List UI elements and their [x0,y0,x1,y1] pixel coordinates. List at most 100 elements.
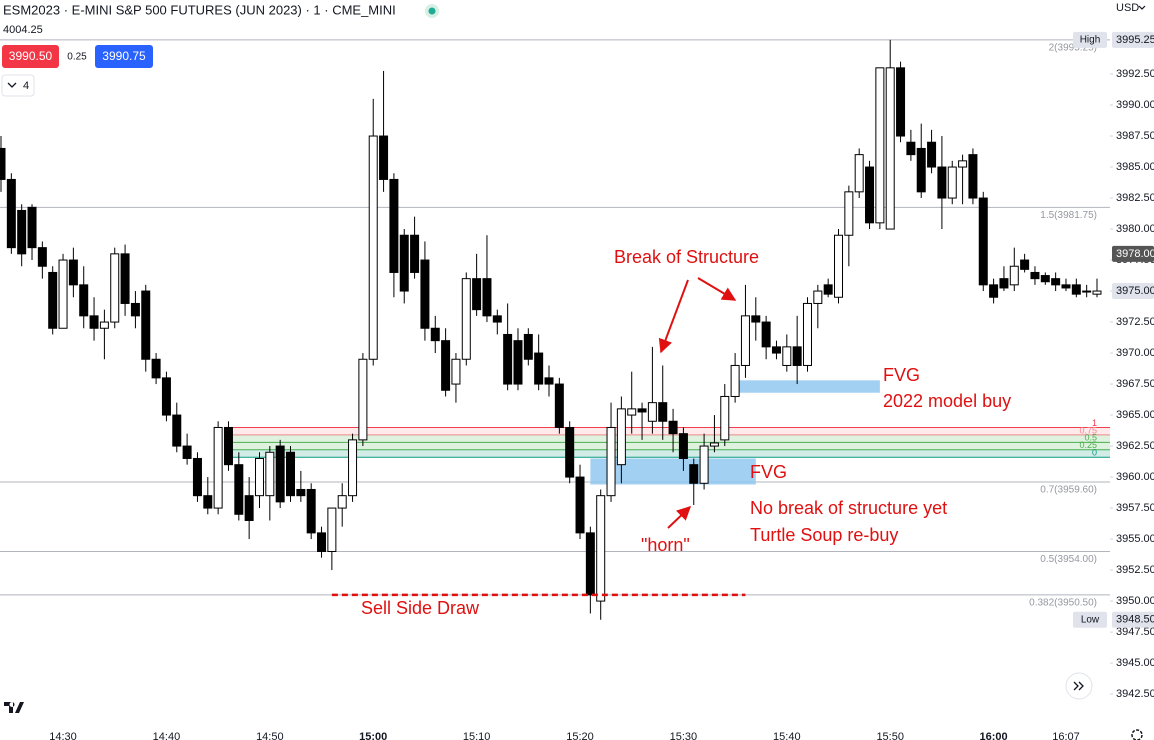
status-dot [428,7,436,15]
scroll-icon [1073,681,1084,691]
candle-body [689,464,699,484]
candle-body [740,315,750,366]
scroll-button[interactable] [1065,672,1093,700]
x-tick-label: 14:40 [153,731,181,740]
candle-body [161,377,171,416]
y-tick-label: 3965.00 [1116,409,1154,421]
annotation: "horn" [641,535,690,555]
sell-button[interactable] [2,45,59,68]
candle-body [523,333,533,360]
fib-band [228,442,1111,450]
candle-body [79,284,89,317]
candle-body [678,433,688,459]
y-tick-label: 3952.50 [1116,564,1154,576]
candle-body [68,259,78,286]
price-badge-label: 3948.50 [1116,614,1154,626]
candle-body [761,321,771,348]
candle-body [916,147,926,193]
y-tick-label: 3987.50 [1116,130,1154,142]
level-label: 0.7(3959.60) [1040,485,1097,496]
candle-body [771,346,781,354]
fib-label: 0.25 [1079,440,1097,450]
fvg-zone [735,380,880,393]
y-tick-label: 3962.50 [1116,440,1154,452]
candle-body [658,402,668,422]
candle-body [58,259,68,329]
annotation: 2022 model buy [883,391,1011,411]
candle-body [637,408,647,413]
currency[interactable]: USD [1116,2,1139,14]
candle-body [730,364,740,397]
candle-body [647,402,657,422]
tradingview-logo[interactable] [4,702,24,713]
candle-body [565,426,575,478]
y-tick-label: 3950.00 [1116,595,1154,607]
candle-body [203,495,213,509]
y-tick-label: 3945.00 [1116,657,1154,669]
candle-body [306,488,316,534]
x-tick-label: 14:30 [49,731,77,740]
candle-body [616,408,626,466]
candle-body [606,426,616,497]
candle-body [513,340,523,385]
level-label: 0.5(3954.00) [1040,554,1097,565]
candle-body [699,445,709,484]
y-tick-label: 3947.50 [1116,626,1154,638]
candle-body [99,321,109,329]
candle-body [317,532,327,552]
candle-body [885,67,895,230]
y-tick-label: 3970.00 [1116,347,1154,359]
fib-band [228,434,1111,443]
arrow [667,506,692,529]
indicators-toggle[interactable] [1,74,35,97]
candle-body [461,278,471,360]
candle-body [937,166,947,199]
buy-button[interactable] [95,45,153,68]
y-tick-label: 3985.00 [1116,161,1154,173]
candle-body [0,147,6,180]
candle-body [978,197,988,286]
y-tick-label: 3955.00 [1116,533,1154,545]
annotation: FVG [750,462,787,482]
candle-body [420,259,430,329]
candle-body [1092,290,1102,295]
annotation: Break of Structure [614,247,759,267]
sell-price[interactable]: 3990.50 [9,49,53,63]
candle-body [223,426,233,466]
candle-body [27,206,37,249]
candle-body [130,302,140,317]
candle-body [1040,275,1050,283]
buy-price[interactable]: 3990.75 [102,49,146,63]
candle-body [172,414,182,447]
y-tick-label: 3990.00 [1116,99,1154,111]
badge-tag [1073,31,1107,48]
candle-body [410,234,420,273]
candle-body [358,358,368,441]
arrow [697,277,737,301]
y-tick-label: 3972.50 [1116,316,1154,328]
x-tick-label: 16:07 [1052,731,1080,740]
candle-body [213,426,223,509]
indicator-count[interactable]: 4 [23,80,29,92]
y-tick-label: 3992.50 [1116,68,1154,80]
x-tick-label: 15:30 [670,731,698,740]
settings-icon[interactable] [1131,729,1143,740]
price-badge-label: 3995.25 [1116,34,1154,46]
candle-body [110,253,120,323]
candle-body [275,445,285,503]
candle-body [544,377,554,385]
candle-body [782,346,792,366]
candle-body [575,476,585,534]
candle-body [1020,259,1030,270]
candle-body [192,457,202,497]
candle-body [596,495,606,602]
price-badge [1112,283,1154,300]
price-badge [1112,245,1154,262]
fib-label: 0 [1092,448,1097,458]
x-tick-label: 15:20 [566,731,594,740]
candle-body [337,495,347,509]
candle-body [668,420,678,435]
arrow [658,279,689,354]
annotation: Turtle Soup re-buy [750,525,898,545]
candle-body [451,358,461,385]
